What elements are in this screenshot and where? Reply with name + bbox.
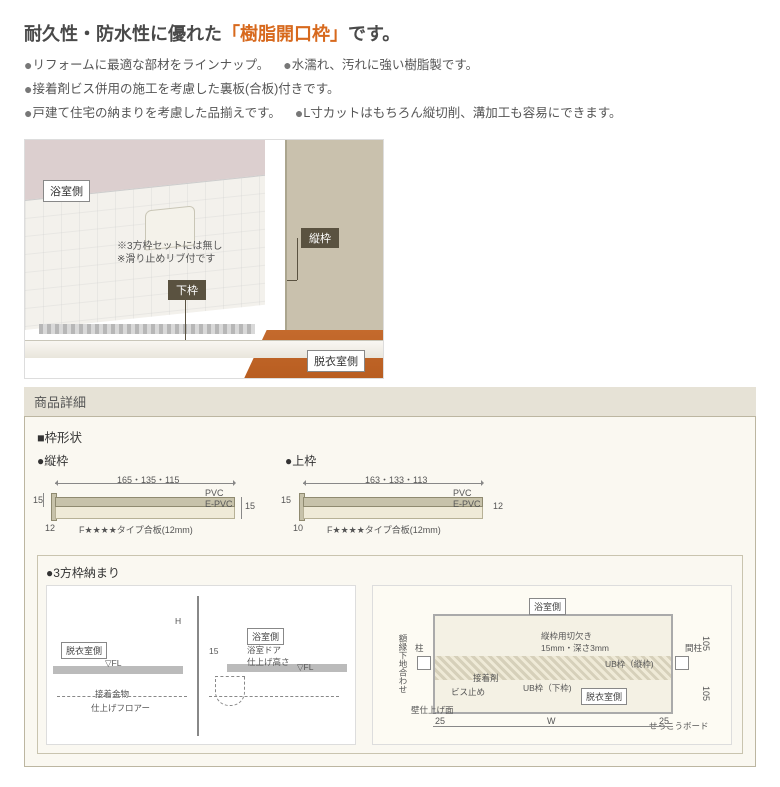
mat-pvc: PVC: [205, 488, 224, 498]
h-dim: H: [175, 616, 181, 626]
mat-pvc: PVC: [453, 488, 472, 498]
fl-mark: ▽FL: [105, 658, 121, 669]
dress-side-box: 脱衣室側: [581, 688, 627, 705]
leader-line: [297, 238, 298, 280]
dim-right: 15: [245, 501, 255, 511]
shape-vertical: ●縦枠 165・135・115 15 12 15 PVC E-PVC: [37, 452, 257, 545]
detail-panel: ■枠形状 ●縦枠 165・135・115 15 12 15 PVC: [24, 416, 756, 767]
vert-note: 額縁下地合わせ: [397, 634, 409, 694]
dim-25: 25: [659, 716, 669, 726]
shape-label: ●上枠: [285, 452, 505, 469]
finish-floor-label: 仕上げフロアー: [91, 702, 150, 714]
drain-grate: [39, 324, 255, 334]
dim-left2: 10: [293, 523, 303, 533]
dress-side-box: 脱衣室側: [61, 642, 107, 659]
adhesive-label: 接着剤: [473, 672, 499, 684]
board-note: F★★★★タイプ合板(12mm): [327, 523, 441, 536]
dim-left: 15: [33, 495, 43, 505]
vertical-frame-tag: 縦枠: [301, 228, 339, 248]
shape-section-title: ■枠形状: [37, 427, 743, 446]
bullet-item: ●L寸カットはもちろん縦切削、溝加工も容易にできます。: [295, 102, 622, 126]
fl-mark: ▽FL: [297, 662, 313, 673]
title-prefix: 耐久性・防水性に優れた: [24, 24, 222, 44]
dim-105: 105: [701, 636, 711, 651]
title-suffix: です。: [348, 24, 400, 44]
detail-header: 商品詳細: [24, 387, 756, 416]
leader-line: [287, 280, 297, 281]
shape-upper: ●上枠 163・133・113 15 10 12 PVC E-PVC F★★★★…: [285, 452, 505, 545]
stud-label: 間柱: [685, 642, 702, 654]
lower-frame-tag: 下枠: [168, 280, 206, 300]
three-way-title: ●3方枠納まり: [46, 564, 734, 581]
plan-drawing: 浴室側 脱衣室側 柱 間柱 縦枠用切欠き 15mm・深さ3mm UB枠（縦枠) …: [372, 585, 732, 745]
shape-label: ●縦枠: [37, 452, 257, 469]
dress-side-tag: 脱衣室側: [307, 350, 365, 372]
bath-side-tag: 浴室側: [43, 180, 90, 202]
dim-25: 25: [435, 716, 445, 726]
ub-vert: UB枠（縦枠): [605, 658, 654, 670]
title-highlight: 「樹脂開口枠」: [222, 24, 348, 44]
section-drawing: 脱衣室側 浴室側 浴室ドア 仕上げ高さ ▽FL ▽FL H 15 接着金物 仕上…: [46, 585, 356, 745]
dim-right: 12: [493, 501, 503, 511]
dim-105: 105: [701, 686, 711, 701]
dim-w: W: [547, 716, 556, 726]
door-note: 浴室ドア 仕上げ高さ: [247, 644, 290, 668]
bullet-item: ●接着剤ビス併用の施工を考慮した裏板(合板)付きです。: [24, 78, 340, 102]
wall-finish: 壁仕上げ面: [411, 704, 454, 716]
three-way-panel: ●3方枠納まり 脱衣室側 浴室側 浴室ドア 仕上げ高さ ▽FL ▽FL H 15: [37, 555, 743, 754]
hero-note: ※3方枠セットには無し ※滑り止めリブ付です: [117, 240, 223, 266]
bath-side-box: 浴室側: [529, 598, 566, 615]
hero-illustration: 浴室側 ※3方枠セットには無し ※滑り止めリブ付です 下枠 縦枠 脱衣室側: [24, 139, 756, 379]
adhesive-label: 接着金物: [95, 688, 129, 700]
dim-top: 163・133・113: [365, 473, 427, 486]
dim-15: 15: [209, 646, 218, 656]
bullet-item: ●リフォームに最適な部材をラインナップ。: [24, 54, 269, 78]
bullet-item: ●戸建て住宅の納まりを考慮した品揃えです。: [24, 102, 281, 126]
mat-epvc: E-PVC: [205, 499, 233, 509]
dim-left2: 12: [45, 523, 55, 533]
bullet-item: ●水濡れ、汚れに強い樹脂製です。: [283, 54, 478, 78]
dim-top: 165・135・115: [117, 473, 179, 486]
screw-label: ビス止め: [451, 686, 485, 698]
notch-note: 縦枠用切欠き 15mm・深さ3mm: [541, 630, 609, 654]
bath-side-box: 浴室側: [247, 628, 284, 645]
pillar-label: 柱: [415, 642, 424, 654]
mat-epvc: E-PVC: [453, 499, 481, 509]
page-title: 耐久性・防水性に優れた「樹脂開口枠」です。: [24, 20, 756, 46]
board-note: F★★★★タイプ合板(12mm): [79, 523, 193, 536]
ub-bot: UB枠（下枠): [523, 682, 572, 694]
dim-left: 15: [281, 495, 291, 505]
bullet-list: ●リフォームに最適な部材をラインナップ。 ●水濡れ、汚れに強い樹脂製です。 ●接…: [24, 54, 756, 125]
